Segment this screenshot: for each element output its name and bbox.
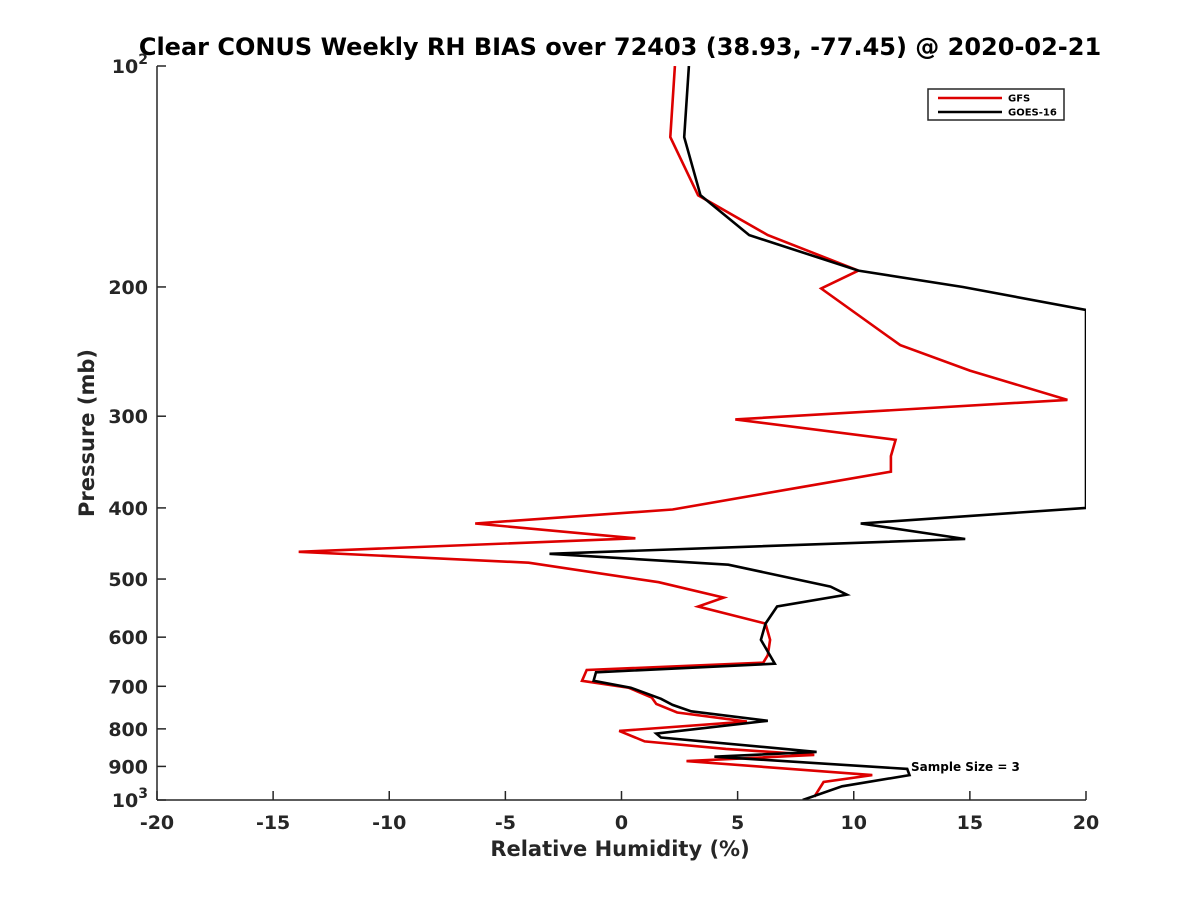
series-line-gfs	[298, 66, 1068, 798]
x-tick-label: -15	[256, 812, 290, 834]
y-tick-label: 700	[108, 676, 148, 698]
x-tick-label: -5	[495, 812, 516, 834]
x-tick-label: 10	[841, 812, 867, 834]
x-tick-label: 0	[615, 812, 628, 834]
y-tick-label: 103	[112, 786, 148, 812]
ticks-layer: -20 -15 -10 -5 0 5 10 15 20 102 200 300 400 500 600 700…	[108, 52, 1099, 834]
y-tick-label: 400	[108, 498, 148, 520]
y-tick-label: 500	[108, 569, 148, 591]
legend-label: GFS	[1008, 94, 1030, 105]
x-tick-label: -10	[372, 812, 406, 834]
x-tick-label: 5	[731, 812, 744, 834]
x-tick-label: 15	[957, 812, 983, 834]
y-tick-label: 200	[108, 277, 148, 299]
y-tick-label: 102	[112, 52, 148, 78]
x-tick-label: 20	[1073, 812, 1099, 834]
series-layer	[298, 66, 1086, 800]
legend-box	[927, 88, 1065, 121]
y-tick-label: 800	[108, 719, 148, 741]
series-line-goes-16	[549, 66, 1086, 800]
x-axis-label: Relative Humidity (%)	[490, 837, 749, 861]
sample-size-annotation: Sample Size = 3	[911, 760, 1020, 774]
legend-label: GOES-16	[1008, 108, 1057, 119]
y-axis-label: Pressure (mb)	[75, 349, 99, 517]
x-tick-label: -20	[140, 812, 174, 834]
chart-title: Clear CONUS Weekly RH BIAS over 72403 (3…	[139, 33, 1101, 61]
y-tick-label: 900	[108, 756, 148, 778]
y-tick-label: 600	[108, 627, 148, 649]
legend: GFS GOES-16	[927, 88, 1065, 121]
y-tick-label: 300	[108, 406, 148, 428]
